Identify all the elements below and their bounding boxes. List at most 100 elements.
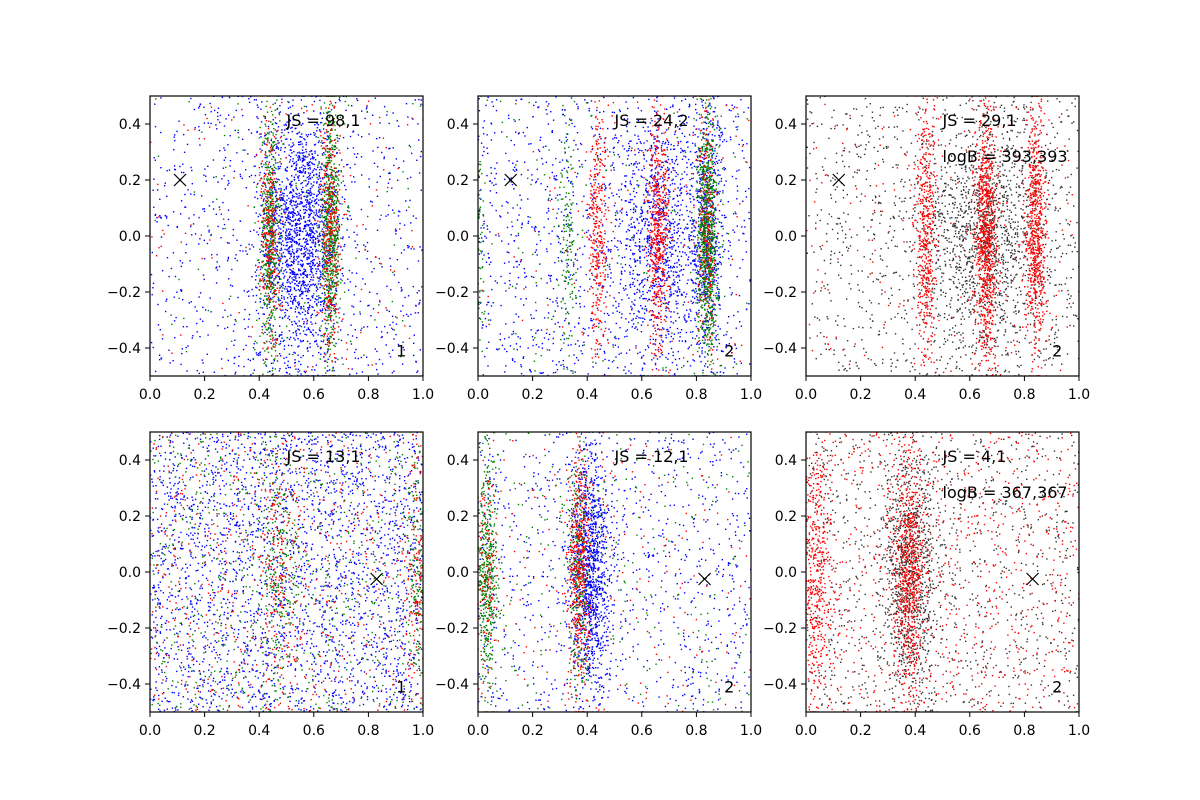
data-point <box>279 235 281 238</box>
data-point <box>298 320 300 322</box>
x-tick-label: 0.6 <box>303 387 325 403</box>
data-point <box>283 275 286 277</box>
data-point <box>262 226 264 229</box>
data-point <box>296 231 299 234</box>
data-point <box>250 336 252 338</box>
data-point <box>274 358 276 360</box>
data-point <box>310 201 313 204</box>
data-point <box>347 163 349 166</box>
data-point <box>313 174 315 176</box>
data-point <box>298 171 301 174</box>
data-point <box>293 241 296 243</box>
data-point <box>285 238 288 240</box>
data-point <box>266 225 269 227</box>
data-point <box>283 209 285 211</box>
data-point <box>419 246 421 248</box>
data-point <box>294 225 297 227</box>
data-point <box>299 290 301 292</box>
data-point <box>392 328 394 331</box>
data-point <box>263 219 265 222</box>
data-point <box>309 213 311 216</box>
data-point <box>328 210 330 212</box>
data-point <box>187 129 189 131</box>
data-point <box>203 258 206 260</box>
data-point <box>258 289 261 291</box>
data-point <box>291 245 293 247</box>
data-point <box>273 360 275 362</box>
data-point <box>173 149 175 151</box>
data-point <box>266 261 269 263</box>
data-point <box>315 286 318 289</box>
data-point <box>265 263 267 265</box>
data-point <box>259 227 261 229</box>
data-point <box>309 273 311 276</box>
data-point <box>211 257 213 259</box>
data-point <box>320 135 322 137</box>
data-point <box>273 209 275 212</box>
data-point <box>334 243 336 245</box>
data-point <box>270 276 272 278</box>
data-point <box>282 284 284 287</box>
data-point <box>307 235 310 237</box>
data-point <box>218 265 221 268</box>
data-point <box>330 223 333 225</box>
data-point <box>299 280 301 283</box>
data-point <box>310 314 312 317</box>
data-point <box>307 310 309 312</box>
data-point <box>237 129 239 131</box>
data-point <box>582 215 584 217</box>
data-point <box>330 160 333 162</box>
data-point <box>381 266 383 268</box>
data-point <box>283 345 286 347</box>
data-point <box>297 211 299 213</box>
data-point <box>320 209 323 212</box>
data-point <box>266 212 268 214</box>
data-point <box>332 204 335 206</box>
data-point <box>283 270 285 272</box>
data-point <box>391 300 394 303</box>
data-point <box>278 252 281 254</box>
data-point <box>337 237 339 239</box>
data-point <box>264 326 267 328</box>
data-point <box>310 267 312 269</box>
data-point <box>331 277 334 279</box>
data-point <box>258 137 261 139</box>
data-point <box>299 230 301 232</box>
data-point <box>268 271 270 274</box>
data-point <box>506 251 508 253</box>
data-point <box>274 284 277 286</box>
data-point <box>160 236 163 238</box>
data-point <box>267 222 269 224</box>
data-point <box>327 309 329 312</box>
data-point <box>326 222 328 224</box>
data-point <box>328 284 331 286</box>
data-point <box>703 289 705 291</box>
data-point <box>302 355 304 357</box>
data-point <box>259 268 262 271</box>
data-point <box>272 218 274 220</box>
data-point <box>402 171 404 173</box>
data-point <box>202 208 204 210</box>
data-point <box>320 301 322 303</box>
data-point <box>264 361 266 363</box>
data-point <box>274 334 277 336</box>
data-point <box>269 147 272 149</box>
data-point <box>280 247 282 249</box>
data-point <box>344 201 346 203</box>
data-point <box>320 340 322 342</box>
data-point <box>322 255 325 257</box>
data-point <box>328 240 330 243</box>
data-point <box>310 252 312 254</box>
data-point <box>277 126 280 128</box>
data-point <box>397 179 399 181</box>
data-point <box>259 278 261 280</box>
data-point <box>264 174 267 176</box>
data-point <box>335 302 337 305</box>
data-point <box>256 183 258 186</box>
data-point <box>283 277 285 279</box>
data-point <box>323 147 326 149</box>
data-point <box>317 190 320 192</box>
data-point <box>275 250 277 252</box>
data-point <box>270 238 272 240</box>
data-point <box>612 304 614 307</box>
